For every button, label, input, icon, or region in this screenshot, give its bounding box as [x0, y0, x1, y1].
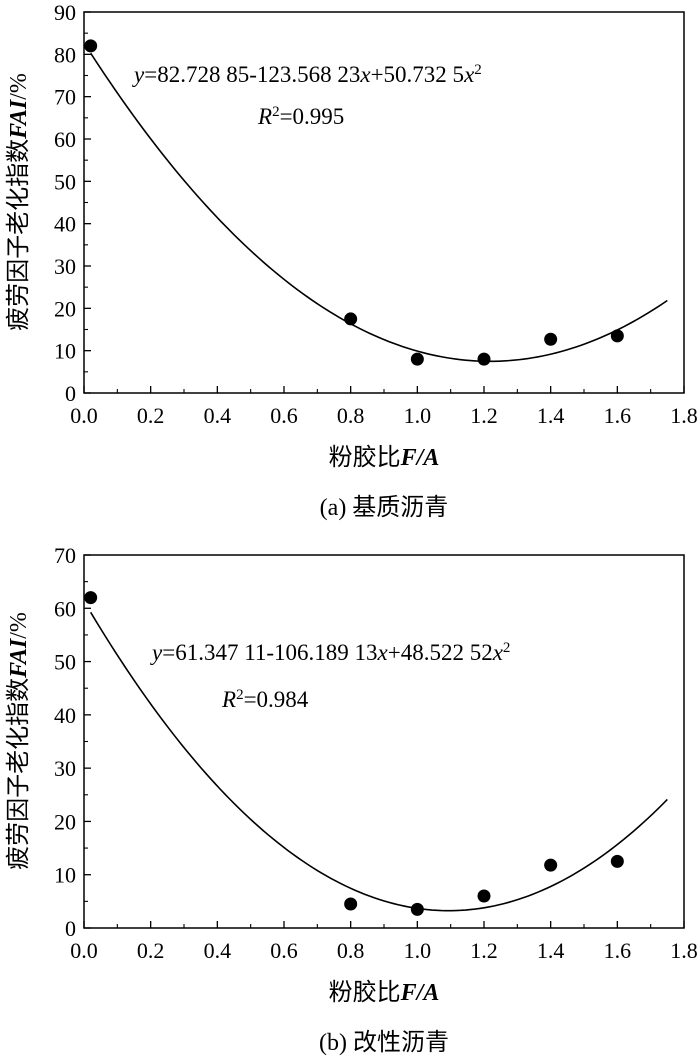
y-tick-label-b: 30: [54, 756, 76, 781]
plot-frame-b: [83, 554, 685, 929]
x-tick-label-b: 1.8: [670, 938, 698, 963]
y-tick-label-a: 10: [54, 339, 76, 364]
x-tick-label-a: 1.8: [670, 403, 698, 428]
data-point-a: [610, 329, 624, 343]
y-axis-label-a: 疲劳因子老化指数FAI/%: [5, 73, 32, 331]
x-tick-label-a: 0.2: [137, 403, 165, 428]
x-tick-label-a: 0.8: [337, 403, 365, 428]
x-tick-label-b: 0.6: [270, 938, 298, 963]
x-tick-label-a: 0.0: [70, 403, 98, 428]
x-tick-label-b: 1.0: [404, 938, 432, 963]
data-point-b: [410, 902, 424, 916]
y-tick-label-b: 20: [54, 809, 76, 834]
data-point-b: [544, 858, 558, 872]
y-tick-label-b: 0: [65, 916, 76, 941]
x-axis-label-b: 粉胶比F/A: [329, 979, 440, 1006]
y-tick-label-b: 40: [54, 703, 76, 728]
y-tick-label-b: 70: [54, 543, 76, 568]
fit-curve-b: [89, 611, 668, 912]
data-point-b: [344, 897, 358, 911]
x-tick-label-a: 1.2: [470, 403, 498, 428]
x-tick-label-a: 1.4: [537, 403, 565, 428]
x-tick-label-b: 0.0: [70, 938, 98, 963]
x-tick-label-a: 0.4: [204, 403, 232, 428]
y-tick-label-a: 30: [54, 254, 76, 279]
y-tick-label-b: 60: [54, 596, 76, 621]
data-point-a: [410, 352, 424, 366]
data-point-b: [610, 854, 624, 868]
y-tick-label-a: 70: [54, 85, 76, 110]
y-axis-label-b: 疲劳因子老化指数FAI/%: [5, 612, 32, 870]
data-point-a: [84, 39, 98, 53]
data-point-a: [344, 312, 358, 326]
y-tick-label-a: 50: [54, 169, 76, 194]
equation-b: y=61.347 11-106.189 13x+48.522 52x2: [150, 640, 510, 665]
x-ticks-a: 0.0 0.2 0.4 0.6 0.8 1.0 1.2 1.4 1.6 1.8: [70, 386, 698, 428]
data-points-a: [84, 39, 624, 366]
data-point-a: [544, 332, 558, 346]
x-tick-label-a: 1.6: [604, 403, 632, 428]
x-tick-label-b: 1.6: [604, 938, 632, 963]
y-tick-label-b: 50: [54, 650, 76, 675]
y-ticks-b: 0 10 20 30 40 50 60 70: [54, 543, 91, 941]
x-tick-label-a: 0.6: [270, 403, 298, 428]
y-tick-label-a: 20: [54, 296, 76, 321]
x-axis-label-a: 粉胶比F/A: [329, 444, 440, 471]
y-tick-label-a: 90: [54, 0, 76, 25]
data-point-b: [477, 889, 491, 903]
x-tick-label-a: 1.0: [404, 403, 432, 428]
y-ticks-a: 0 10 20 30 40 50 60 70 80 90: [54, 0, 91, 406]
y-tick-label-b: 10: [54, 863, 76, 888]
caption-a: (a) 基质沥青: [320, 494, 449, 521]
chart-b: 0 10 20 30 40 50 60 70 0.0 0.2 0.4 0.6 0.8 1.0 1.2 1.4…: [5, 543, 698, 1056]
y-tick-label-a: 60: [54, 127, 76, 152]
y-tick-label-a: 0: [65, 381, 76, 406]
fit-curve-a: [89, 52, 668, 363]
x-tick-label-b: 0.4: [204, 938, 232, 963]
r-squared-b: R2=0.984: [221, 687, 309, 712]
data-point-b: [84, 591, 98, 605]
x-tick-label-b: 0.8: [337, 938, 365, 963]
r-squared-a: R2=0.995: [257, 104, 344, 129]
data-points-b: [84, 591, 624, 916]
data-point-a: [477, 352, 491, 366]
y-tick-label-a: 40: [54, 212, 76, 237]
x-tick-label-b: 1.4: [537, 938, 565, 963]
equation-a: y=82.728 85-123.568 23x+50.732 5x2: [132, 62, 482, 87]
caption-b: (b) 改性沥青: [319, 1029, 449, 1056]
chart-a: 0 10 20 30 40 50 60 70 80 90 0.0 0.2 0.4 0.6 0.8 1.0 1.…: [5, 0, 698, 521]
y-tick-label-a: 80: [54, 42, 76, 67]
x-tick-label-b: 1.2: [470, 938, 498, 963]
x-tick-label-b: 0.2: [137, 938, 165, 963]
x-ticks-b: 0.0 0.2 0.4 0.6 0.8 1.0 1.2 1.4 1.6 1.8: [70, 921, 698, 963]
